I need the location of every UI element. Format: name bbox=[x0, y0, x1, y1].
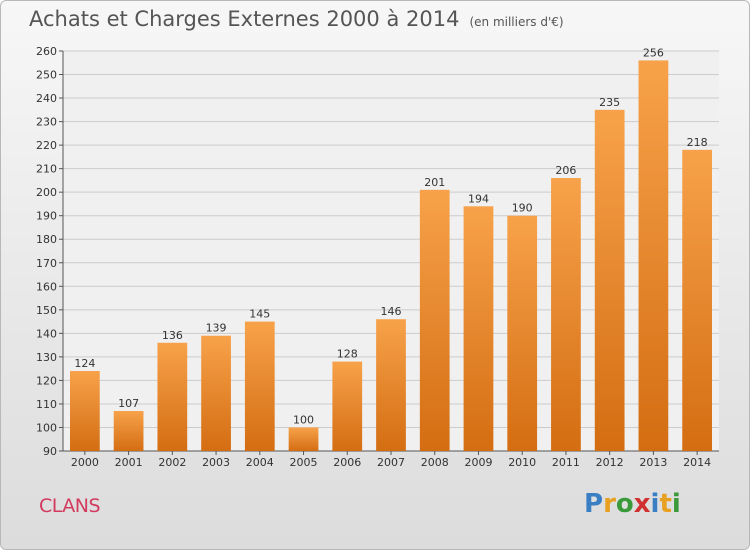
y-tick-label: 120 bbox=[36, 374, 57, 387]
x-tick-label: 2013 bbox=[639, 456, 667, 469]
x-tick-label: 2011 bbox=[552, 456, 580, 469]
logo-letter: P bbox=[584, 489, 604, 519]
x-tick-label: 2000 bbox=[71, 456, 99, 469]
x-tick-label: 2010 bbox=[508, 456, 536, 469]
y-tick-label: 170 bbox=[36, 257, 57, 270]
x-tick-label: 2001 bbox=[115, 456, 143, 469]
y-tick-label: 230 bbox=[36, 116, 57, 129]
x-tick-label: 2009 bbox=[464, 456, 492, 469]
y-tick-label: 150 bbox=[36, 304, 57, 317]
bar bbox=[201, 335, 231, 451]
bar bbox=[682, 149, 713, 451]
y-tick-label: 190 bbox=[36, 210, 57, 223]
y-tick-label: 160 bbox=[36, 280, 57, 293]
x-tick-label: 2006 bbox=[333, 456, 361, 469]
x-tick-label: 2014 bbox=[683, 456, 711, 469]
bar bbox=[594, 109, 625, 451]
logo-letter: x bbox=[633, 489, 651, 519]
bar-value-label: 124 bbox=[74, 357, 95, 370]
logo-letter: r bbox=[603, 489, 616, 519]
bar bbox=[376, 319, 406, 451]
bar-value-label: 256 bbox=[643, 46, 664, 59]
bar bbox=[507, 215, 538, 451]
bar-value-label: 194 bbox=[468, 192, 489, 205]
y-tick-label: 210 bbox=[36, 163, 57, 176]
bar bbox=[288, 427, 319, 451]
y-tick-label: 180 bbox=[36, 233, 57, 246]
x-tick-label: 2007 bbox=[377, 456, 405, 469]
y-tick-label: 220 bbox=[36, 139, 57, 152]
y-tick-label: 200 bbox=[36, 186, 57, 199]
y-tick-label: 110 bbox=[36, 398, 57, 411]
y-tick-label: 250 bbox=[36, 69, 57, 82]
chart-title-text: Achats et Charges Externes 2000 à 2014 bbox=[29, 7, 460, 31]
bar-value-label: 107 bbox=[118, 397, 139, 410]
x-tick-label: 2012 bbox=[596, 456, 624, 469]
bar bbox=[113, 411, 144, 451]
x-tick-label: 2002 bbox=[158, 456, 186, 469]
bar bbox=[69, 371, 100, 451]
unit-label: (en milliers d'€) bbox=[469, 15, 564, 29]
x-tick-label: 2003 bbox=[202, 456, 230, 469]
y-tick-label: 260 bbox=[36, 45, 57, 58]
bar-value-label: 139 bbox=[206, 322, 227, 335]
y-tick-label: 140 bbox=[36, 327, 57, 340]
logo-letter: t bbox=[659, 489, 672, 519]
bar bbox=[638, 60, 669, 451]
y-tick-label: 100 bbox=[36, 421, 57, 434]
bar bbox=[244, 321, 275, 451]
logo-letter: i bbox=[671, 489, 681, 519]
bar bbox=[157, 342, 188, 451]
bar-value-label: 201 bbox=[424, 176, 445, 189]
y-tick-label: 240 bbox=[36, 92, 57, 105]
x-tick-label: 2008 bbox=[421, 456, 449, 469]
y-tick-label: 90 bbox=[43, 445, 57, 458]
logo-letter: i bbox=[650, 489, 660, 519]
bar-value-label: 190 bbox=[512, 202, 533, 215]
y-tick-label: 130 bbox=[36, 351, 57, 364]
commune-name: CLANS bbox=[39, 495, 101, 517]
bar-value-label: 218 bbox=[687, 136, 708, 149]
logo-letter: o bbox=[615, 489, 634, 519]
x-tick-label: 2004 bbox=[246, 456, 274, 469]
proxiti-logo: Proxiti bbox=[584, 489, 681, 519]
bar bbox=[332, 361, 363, 451]
bar-value-label: 145 bbox=[249, 308, 270, 321]
bar-value-label: 235 bbox=[599, 96, 620, 109]
bar-value-label: 100 bbox=[293, 413, 314, 426]
chart-title: Achats et Charges Externes 2000 à 2014 (e… bbox=[29, 7, 564, 31]
bar bbox=[551, 178, 581, 451]
bar-value-label: 128 bbox=[337, 348, 358, 361]
bar bbox=[463, 206, 494, 451]
bar-value-label: 146 bbox=[381, 305, 402, 318]
bar-value-label: 136 bbox=[162, 329, 183, 342]
x-tick-label: 2005 bbox=[290, 456, 318, 469]
bar-value-label: 206 bbox=[555, 164, 576, 177]
bar bbox=[419, 189, 450, 451]
